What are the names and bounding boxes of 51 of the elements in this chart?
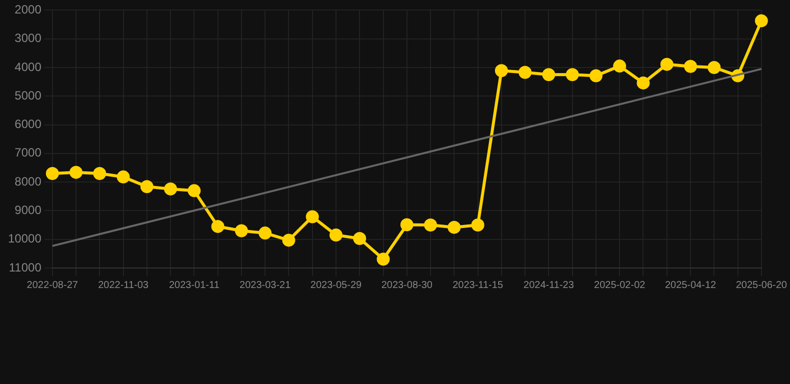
point — [93, 166, 106, 180]
y-tick-label: 11000 — [8, 260, 42, 274]
point — [329, 228, 342, 242]
y-tick-label: 7000 — [14, 146, 42, 160]
y-tick-label: 3000 — [14, 31, 42, 46]
point — [754, 14, 768, 28]
point — [211, 220, 224, 233]
point — [613, 60, 626, 73]
x-tick-label: 2023-05-29 — [310, 280, 362, 291]
point — [70, 166, 83, 179]
point — [589, 69, 602, 82]
point — [684, 60, 698, 73]
y-tick-label: 8000 — [14, 174, 42, 188]
point — [140, 180, 154, 194]
point — [494, 64, 508, 78]
y-tick-label: 5000 — [14, 88, 42, 102]
point — [566, 68, 579, 82]
x-tick-label: 2023-11-15 — [452, 280, 504, 291]
point — [660, 58, 674, 71]
point — [424, 218, 438, 232]
x-tick-label: 2024-11-23 — [523, 280, 574, 291]
point — [234, 224, 248, 238]
x-tick-label: 2022-08-27 — [26, 280, 78, 291]
point — [164, 182, 178, 196]
point — [708, 60, 721, 74]
y-tick-label: 10000 — [8, 232, 42, 246]
y-tick-label: 2000 — [14, 2, 42, 17]
point — [542, 68, 556, 82]
point — [636, 76, 650, 90]
x-tick-label: 2023-03-21 — [240, 280, 292, 291]
point — [518, 66, 532, 79]
point — [400, 218, 414, 232]
point — [306, 210, 319, 224]
y-tick-label: 6000 — [14, 117, 42, 132]
x-tick-label: 2022-11-03 — [98, 280, 149, 291]
point — [448, 220, 461, 234]
point — [46, 166, 59, 180]
y-tick-label: 4000 — [14, 60, 42, 74]
y-tick-label: 9000 — [14, 203, 42, 218]
point — [116, 170, 130, 184]
point — [376, 252, 390, 266]
point — [471, 218, 484, 232]
x-tick-label: 2025-04-12 — [664, 280, 717, 291]
x-tick-label: 2025-06-20 — [736, 280, 788, 291]
x-tick-label: 2025-02-02 — [594, 280, 646, 291]
point — [188, 184, 201, 198]
x-tick-label: 2023-08-30 — [381, 280, 433, 291]
point — [258, 226, 272, 240]
point — [353, 232, 366, 245]
x-tick-label: 2023-01-11 — [168, 280, 220, 291]
point — [282, 234, 296, 247]
